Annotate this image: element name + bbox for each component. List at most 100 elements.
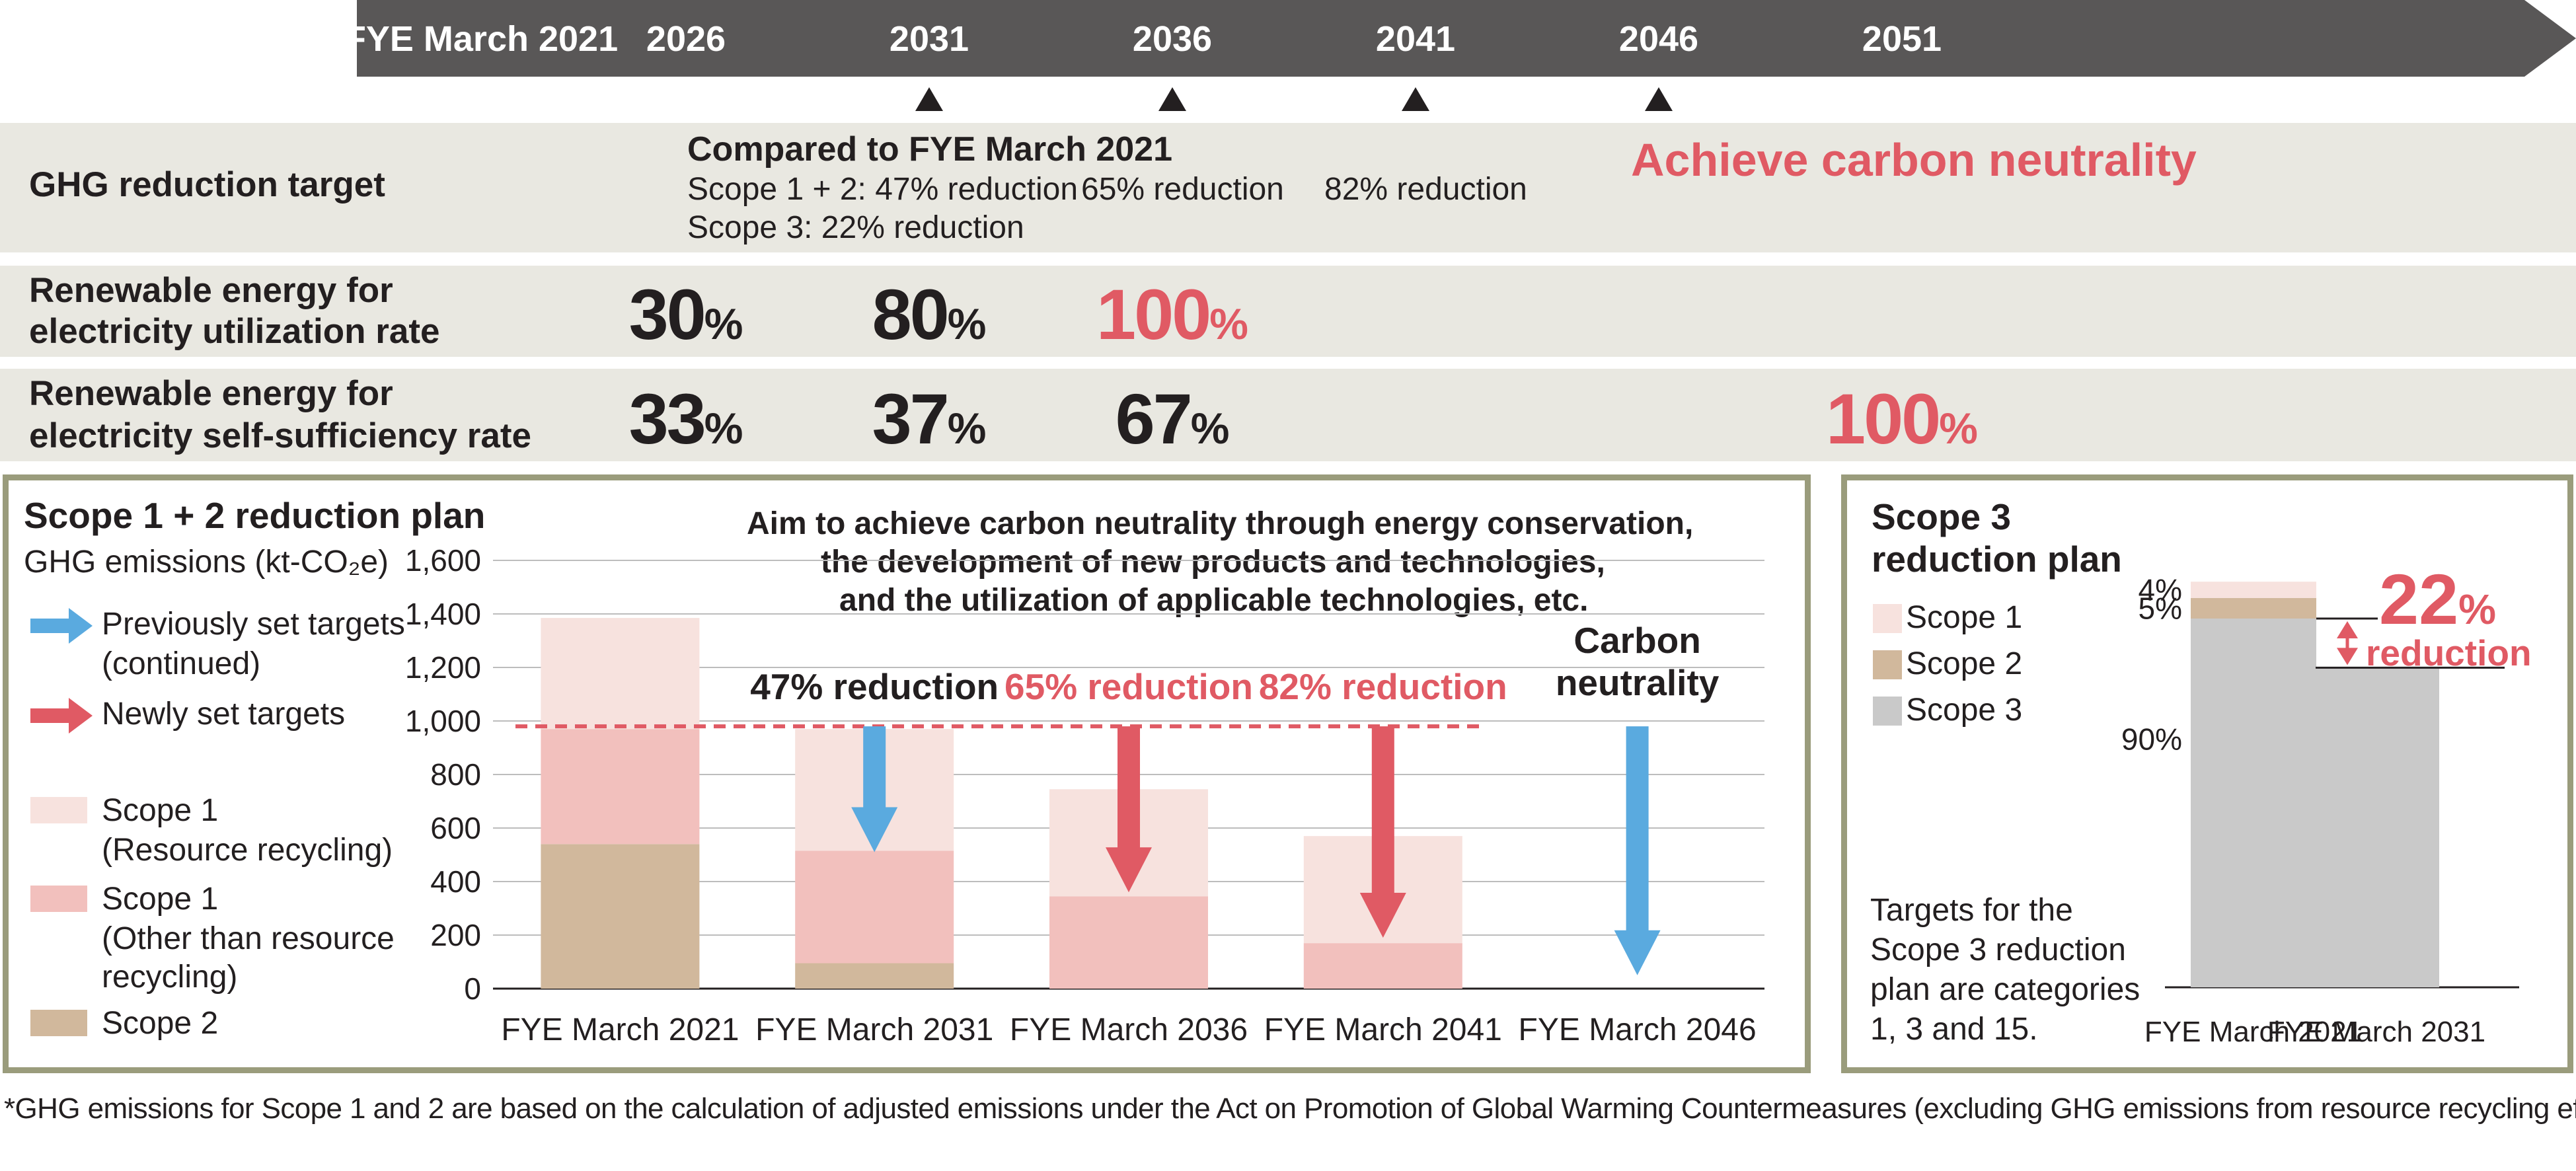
scope3-note-3: plan are categories [1870,972,2140,1007]
utilization-rate-label-2: electricity utilization rate [29,312,440,351]
ghg-scope12-2031: Scope 1 + 2: 47% reduction [687,172,1079,207]
scope3-note-2: Scope 3 reduction [1870,932,2126,967]
x-tick-label: FYE March 2036 [1010,1012,1248,1047]
scope3-segment-label: 4% [2139,573,2182,607]
bar-segment [795,963,954,989]
self-sufficiency-2031: 37% [872,379,987,459]
reduction-arrow [1359,726,1406,938]
y-tick-label: 1,400 [405,597,481,631]
scope12-unit-label: GHG emissions (kt-CO₂e) [24,545,389,580]
legend-scope1-rr-1: Scope 1 [102,793,219,828]
ghg-scope3-2031: Scope 3: 22% reduction [687,210,1024,245]
scope12-title: Scope 1 + 2 reduction plan [24,495,486,536]
y-tick-label: 200 [430,918,481,952]
marker-2046 [1645,87,1673,111]
bar-segment [541,729,700,845]
scope3-bar-segment [2191,582,2316,598]
legend-scope1-other-1: Scope 1 [102,882,219,917]
aim-text-1: Aim to achieve carbon neutrality through… [747,506,1694,541]
timeline-year-2046: 2046 [1618,19,1699,59]
scope3-title-2: reduction plan [1872,539,2122,580]
utilization-rate-row [0,266,2576,357]
legend-scope1-other-3: recycling) [102,960,238,995]
scope3-x-label: FYE March 2031 [2267,1016,2485,1048]
ghg-target-label: GHG reduction target [29,165,385,204]
utilization-2026: 30% [628,274,743,354]
bar-segment [795,850,954,963]
ghg-target-2041: 82% reduction [1324,172,1527,207]
bar-segment [541,618,700,730]
reduction-label: 82% reduction [1259,666,1507,707]
y-tick-label: 0 [464,971,481,1006]
scope3-legend-s2: Scope 2 [1906,646,2023,681]
footnote: *GHG emissions for Scope 1 and 2 are bas… [4,1092,2576,1125]
timeline-year-2041: 2041 [1375,19,1456,59]
legend-scope1-rr-2: (Resource recycling) [102,833,393,868]
bar-segment [541,844,700,989]
timeline-year-2031: 2031 [889,19,969,59]
self-sufficiency-2036: 67% [1115,379,1230,459]
aim-text-3: and the utilization of applicable techno… [839,583,1589,618]
self-sufficiency-label-2: electricity self-sufficiency rate [29,416,532,455]
marker-2036 [1158,87,1186,111]
scope3-legend-s1: Scope 1 [1906,600,2023,635]
timeline-year-2051: 2051 [1862,19,1942,59]
utilization-2036: 100% [1096,274,1248,354]
utilization-rate-label-1: Renewable energy for [29,271,393,310]
neutrality-label-2: neutrality [1556,662,1720,703]
ghg-target-row [0,123,2576,252]
scope12-chart: 0 200 400 600 800 1,000 1,200 1,400 1,600 FYE Mar… [405,543,1764,1047]
y-tick-label: 1,000 [405,704,481,738]
scope3-title-1: Scope 3 [1872,496,2011,537]
aim-text-2: the development of new products and tech… [821,545,1605,580]
scope3-reduction-label: reduction [2366,632,2532,673]
ghg-compared-text: Compared to FYE March 2021 [687,130,1172,169]
legend-swatch-scope1-rr [30,797,87,823]
legend-swatch-scope2 [30,1010,87,1036]
marker-2041 [1402,87,1429,111]
legend-new-label: Newly set targets [102,697,346,732]
self-sufficiency-2051: 100% [1826,379,1978,459]
y-tick-label: 1,600 [405,543,481,578]
neutrality-label-1: Carbon [1573,620,1701,661]
bar-segment [1303,943,1462,989]
bar-segment [1049,896,1208,989]
scope3-bar-segment [2191,619,2316,987]
timeline-year-2026: 2026 [646,19,726,59]
neutrality-arrow [1614,726,1661,975]
legend-scope2: Scope 2 [102,1006,219,1041]
scope3-bar-segment [2314,667,2439,987]
scope3-bar-segment [2191,598,2316,619]
scope3-note-4: 1, 3 and 15. [1870,1012,2038,1047]
self-sufficiency-label-1: Renewable energy for [29,374,393,413]
reduction-arrow [851,726,898,852]
reduction-arrow [1106,726,1152,893]
ghg-target-2036: 65% reduction [1081,172,1284,207]
scope3-legend-swatch-s1 [1873,604,1902,633]
legend-new-arrow [30,698,93,734]
scope3-segment-label: 90% [2121,722,2182,756]
y-tick-label: 800 [430,757,481,792]
scope3-x-label: FYE March 2021 [2144,1016,2363,1048]
scope3-legend-s3: Scope 3 [1906,693,2023,728]
y-tick-label: 600 [430,811,481,845]
timeline-bar [357,0,2576,77]
scope3-segment-label: 5% [2139,591,2182,626]
legend-prev-label-2: (continued) [102,646,261,681]
timeline-year-2021: FYE March 2021 [344,19,619,59]
scope3-arrowhead-down [2337,648,2358,665]
legend-swatch-scope1-other [30,886,87,912]
legend-prev-arrow [30,608,93,644]
scope3-arrowhead-up [2337,621,2358,638]
x-tick-label: FYE March 2021 [501,1012,739,1047]
scope3-note-1: Targets for the [1870,893,2073,928]
marker-2031 [915,87,943,111]
ghg-neutrality-text: Achieve carbon neutrality [1631,134,2197,186]
x-tick-label: FYE March 2041 [1264,1012,1502,1047]
y-tick-label: 400 [430,864,481,899]
timeline-year-2036: 2036 [1132,19,1213,59]
scope3-legend-swatch-s2 [1873,650,1902,679]
reduction-label: 47% reduction [750,666,999,707]
self-sufficiency-row [0,369,2576,461]
